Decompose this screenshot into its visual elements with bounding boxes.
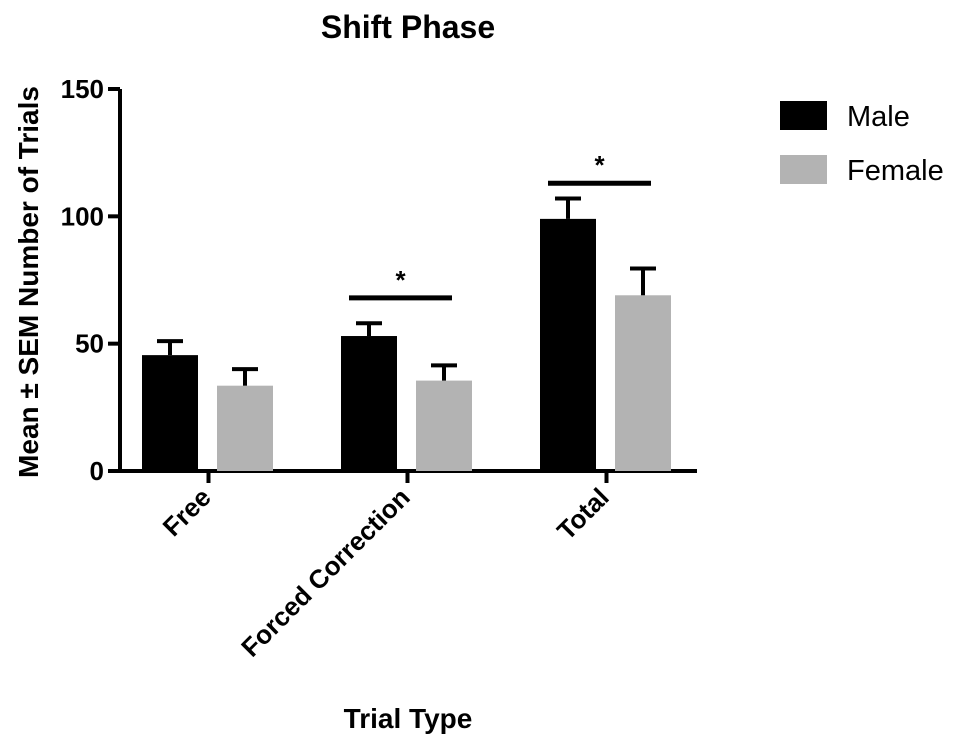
- y-tick-label: 50: [75, 329, 104, 359]
- bar-female: [615, 295, 671, 471]
- legend-label-male: Male: [847, 101, 910, 133]
- bar-male: [142, 355, 198, 471]
- y-tick-label: 100: [61, 201, 104, 231]
- x-tick-label: Free: [157, 482, 217, 542]
- x-tick-label: Forced Correction: [235, 482, 416, 663]
- significance-star: *: [594, 150, 605, 180]
- significance-star: *: [395, 265, 406, 295]
- chart-title: Shift Phase: [321, 9, 495, 45]
- plot-area: 0 50 100 150 Free Forced Correction Total * *: [61, 74, 697, 663]
- y-tick-label: 150: [61, 74, 104, 104]
- legend-label-female: Female: [847, 155, 944, 187]
- bar-male: [540, 218, 596, 471]
- y-axis-label: Mean ± SEM Number of Trials: [13, 86, 44, 478]
- x-tick-label: Total: [551, 482, 615, 546]
- legend: Male Female: [780, 101, 944, 187]
- bar-female: [217, 385, 273, 471]
- y-tick-label: 0: [90, 456, 104, 486]
- bar-male: [341, 336, 397, 471]
- legend-swatch-female: [780, 155, 827, 184]
- bar-female: [416, 380, 472, 471]
- legend-swatch-male: [780, 101, 827, 130]
- x-axis-label: Trial Type: [344, 703, 473, 734]
